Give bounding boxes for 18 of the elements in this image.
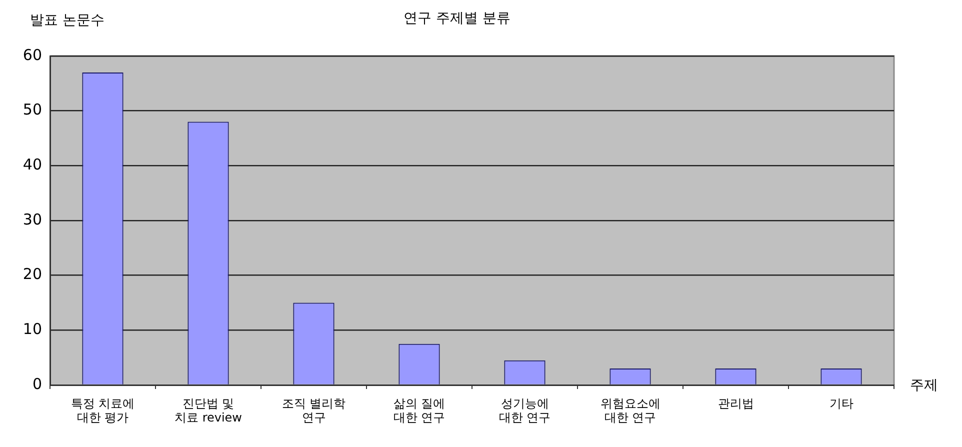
chart-title: 연구 주제별 분류: [404, 10, 510, 27]
x-tick-label: 성기능에 대한 연구: [498, 396, 551, 425]
y-tick-label: 60: [22, 46, 42, 64]
y-tick-label: 40: [22, 156, 42, 174]
y-tick-label: 50: [22, 100, 42, 119]
y-axis-title: 발표 논문수: [30, 12, 104, 29]
x-tick-label: 관리법: [718, 396, 754, 410]
y-tick-label: 0: [32, 374, 42, 393]
x-tick-label: 조직 별리학 연구: [282, 396, 346, 425]
y-tick-label: 30: [22, 210, 42, 228]
x-tick-label: 위험요소에 대한 연구: [600, 396, 660, 425]
x-tick-label: 기타: [829, 396, 854, 410]
x-tick-label: 특정 치료에 대한 평가: [70, 396, 135, 425]
y-tick-label: 20: [22, 265, 42, 284]
x-tick-label: 삶의 질에 대한 연구: [393, 396, 446, 425]
x-axis-title: 주제: [910, 378, 938, 394]
y-tick-label: 10: [22, 320, 42, 338]
x-tick-label: 진단법 및 치료 review: [174, 396, 242, 425]
